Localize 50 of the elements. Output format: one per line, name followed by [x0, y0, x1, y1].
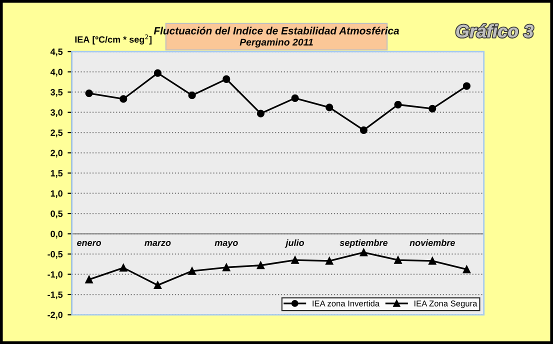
y-tick-label: 1,0	[50, 190, 62, 198]
point	[326, 257, 334, 265]
point	[188, 267, 196, 275]
point	[462, 266, 471, 274]
y-tick-label: 0,0	[50, 230, 62, 238]
x-tick-label: enero	[77, 241, 102, 246]
y-tick-label: -1,5	[48, 292, 63, 300]
y-tick-label: 0,5	[50, 210, 63, 218]
x-tick-label: septiembre	[340, 239, 388, 248]
point	[120, 264, 128, 272]
chart-subtitle: Pergamino 2011	[240, 38, 313, 48]
y-tick-label: -1,0	[48, 271, 62, 279]
point	[360, 248, 368, 256]
y-tick-label: 2,0	[50, 150, 62, 158]
point	[154, 281, 162, 290]
point	[120, 95, 128, 103]
point	[154, 69, 162, 77]
point	[394, 256, 402, 264]
point	[326, 104, 334, 112]
point	[291, 256, 299, 264]
y-tick-label: 3,0	[50, 109, 62, 117]
y-tick-label: -0,5	[48, 251, 63, 259]
point	[222, 75, 230, 83]
y-axis-title: IEA [ºC/cm * seg$^{2}$]	[75, 34, 152, 45]
point	[85, 89, 93, 98]
text: Gráfico 3	[456, 24, 534, 38]
point	[360, 126, 368, 134]
y-tick-label: 4,5	[50, 48, 63, 56]
chart-title: Fluctuación del Indice de Estabilidad Atmosférica	[154, 26, 400, 34]
point	[222, 264, 230, 272]
y-tick-label: 2,5	[50, 130, 63, 138]
point	[428, 104, 436, 113]
point	[428, 257, 436, 265]
point	[256, 110, 265, 118]
point	[85, 276, 93, 284]
point	[256, 262, 265, 270]
point	[462, 82, 471, 90]
y-tick-label: -2,0	[48, 312, 62, 320]
legend-label: IEA zona Invertida	[312, 300, 380, 306]
y-tick-label: 1,5	[50, 170, 63, 178]
point	[394, 100, 402, 108]
x-tick-label: noviembre	[410, 239, 455, 246]
x-tick-label: marzo	[144, 241, 171, 246]
point	[188, 92, 196, 100]
point	[291, 94, 299, 102]
y-tick-label: 4,0	[50, 68, 62, 77]
x-tick-label: mayo	[214, 241, 238, 248]
legend-label: IEA Zona Segura	[414, 300, 478, 308]
x-tick-label: julio	[284, 239, 304, 248]
y-tick-label: 3,5	[50, 89, 63, 97]
